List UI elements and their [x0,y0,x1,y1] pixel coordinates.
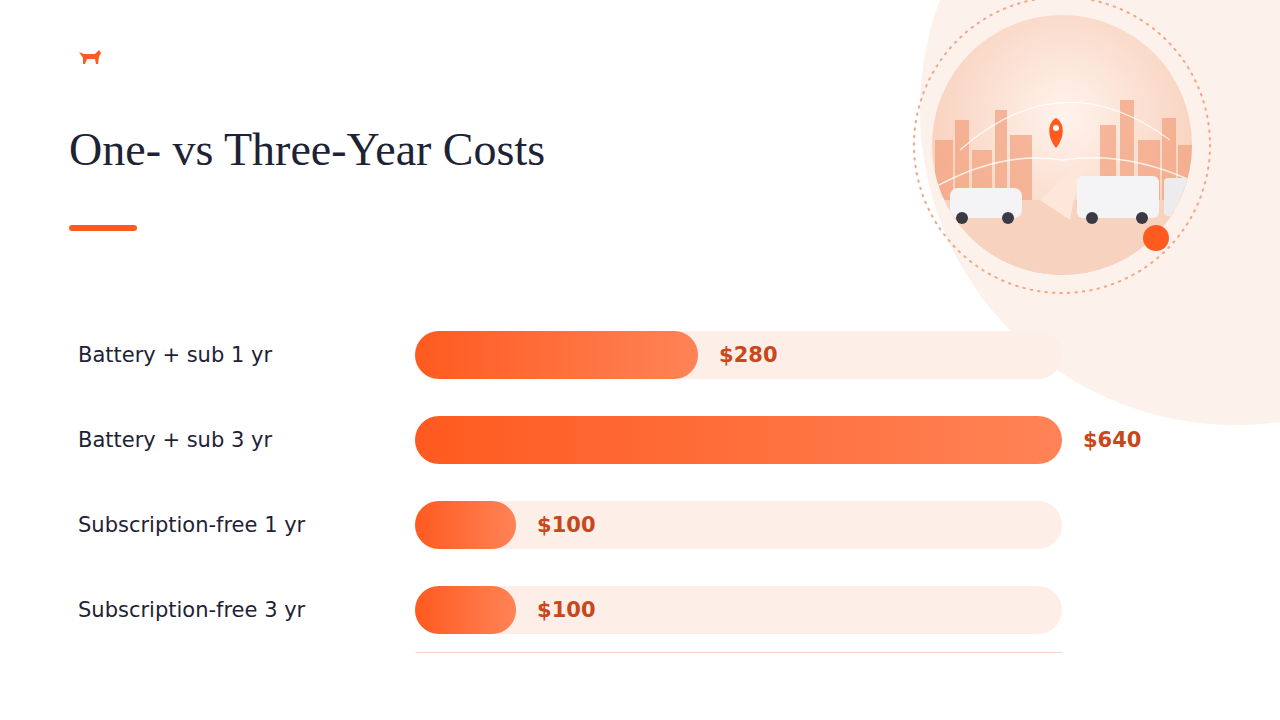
van [1164,178,1204,216]
pin [1049,118,1063,148]
bar [415,501,516,549]
illus-bg [920,0,1210,290]
data-label: $100 [537,513,595,537]
wheel [1086,212,1098,224]
title-underline [69,225,137,231]
van [1077,176,1159,218]
data-label: $100 [537,598,595,622]
x-axis [416,652,1063,653]
chart: One- vs Three-Year Costs Battery + sub 1 … [0,0,1280,720]
logo [79,50,101,64]
axis-line [416,652,1063,653]
pin-dot [1053,125,1059,131]
bar [415,586,516,634]
building [935,140,953,200]
bars [415,331,1062,634]
wheel [956,212,968,224]
bar-track [415,586,1062,634]
bar-track [415,331,1062,379]
data-label: $640 [1083,428,1141,452]
route [960,102,1170,150]
dotted-ring [914,0,1210,293]
bar [415,416,1062,464]
wheel [1002,212,1014,224]
bar-track [415,416,1062,464]
wheel [1136,212,1148,224]
category-label: Subscription-free 1 yr [78,513,306,537]
accent-dot [1143,225,1169,251]
category-label: Subscription-free 3 yr [78,598,306,622]
bar [415,331,698,379]
category-label: Battery + sub 3 yr [78,428,272,452]
bar-track [415,501,1062,549]
title: One- vs Three-Year Costs [69,124,545,175]
data-label: $280 [719,343,777,367]
tracks [415,331,1062,634]
wheel [1172,210,1184,222]
category-label: Battery + sub 1 yr [78,343,272,367]
data-labels: $280 $640 $100 $100 [537,343,1141,622]
category-labels: Battery + sub 1 yr Battery + sub 3 yr Subs… [78,343,306,622]
illustration [920,0,1210,290]
